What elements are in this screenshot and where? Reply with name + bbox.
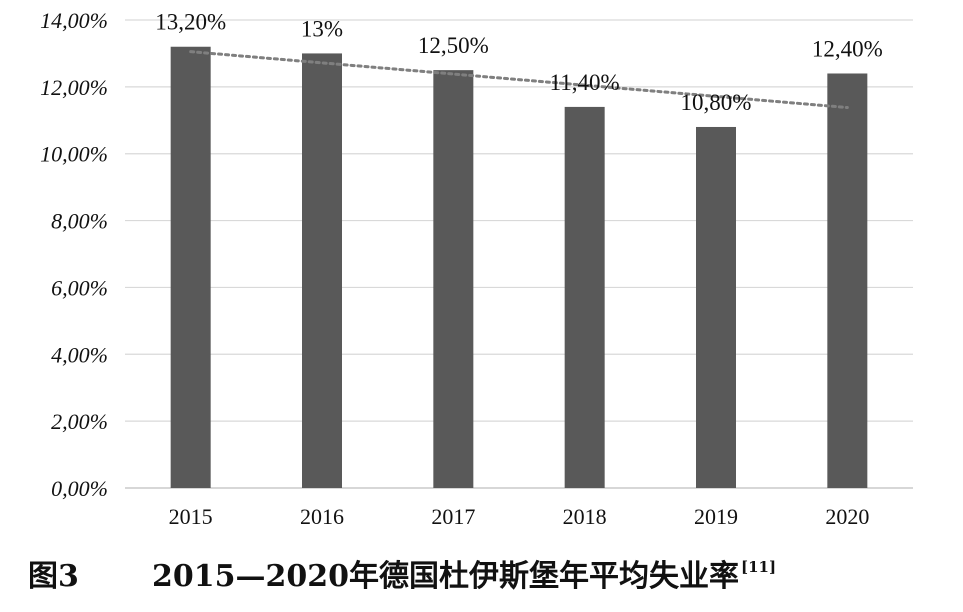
figure-title: 2015—2020年德国杜伊斯堡年平均失业率 xyxy=(152,559,739,594)
bar-2015 xyxy=(170,46,211,488)
y-tick-label: 2,00% xyxy=(51,409,108,434)
figure-caption: 图3 2015—2020年德国杜伊斯堡年平均失业率 [11] xyxy=(28,542,777,594)
y-tick-label: 4,00% xyxy=(51,342,108,367)
x-category-label: 2018 xyxy=(563,504,607,529)
x-category-label: 2016 xyxy=(300,504,344,529)
data-label-2019: 10,80% xyxy=(681,90,752,115)
data-label-2015: 13,20% xyxy=(155,10,226,35)
bar-2016 xyxy=(302,53,342,489)
figure-number: 图3 xyxy=(28,559,79,594)
trendline xyxy=(189,50,849,110)
bar-2018 xyxy=(564,106,605,489)
data-label-2020: 12,40% xyxy=(812,36,883,61)
x-axis-categories: 2015 2016 2017 2018 2019 2020 xyxy=(169,504,870,529)
x-category-label: 2020 xyxy=(825,504,869,529)
y-tick-label: 8,00% xyxy=(51,209,108,234)
figure-reference: [11] xyxy=(741,558,777,576)
bar-2017 xyxy=(433,70,474,489)
data-label-2018: 11,40% xyxy=(550,70,620,95)
data-labels: 13,20% 13% 12,50% 11,40% 10,80% 12,40% xyxy=(155,10,883,115)
x-category-label: 2015 xyxy=(169,504,213,529)
y-tick-label: 6,00% xyxy=(51,275,108,300)
bars xyxy=(170,46,868,489)
linear-trendline xyxy=(189,50,849,110)
y-tick-label: 0,00% xyxy=(51,476,108,501)
bar-2019 xyxy=(696,126,736,488)
bar-2020 xyxy=(827,73,868,488)
x-category-label: 2019 xyxy=(694,504,738,529)
unemployment-bar-chart: 0,00% 2,00% 4,00% 6,00% 8,00% 10,00% 12,00% 14,… xyxy=(40,8,913,529)
y-tick-label: 14,00% xyxy=(40,8,108,33)
gridlines xyxy=(125,19,913,489)
x-category-label: 2017 xyxy=(431,504,475,529)
data-label-2017: 12,50% xyxy=(418,33,489,58)
y-tick-label: 12,00% xyxy=(40,75,108,100)
data-label-2016: 13% xyxy=(301,16,343,41)
y-axis-ticks: 0,00% 2,00% 4,00% 6,00% 8,00% 10,00% 12,00% 14,… xyxy=(40,8,108,501)
y-tick-label: 10,00% xyxy=(40,142,108,167)
